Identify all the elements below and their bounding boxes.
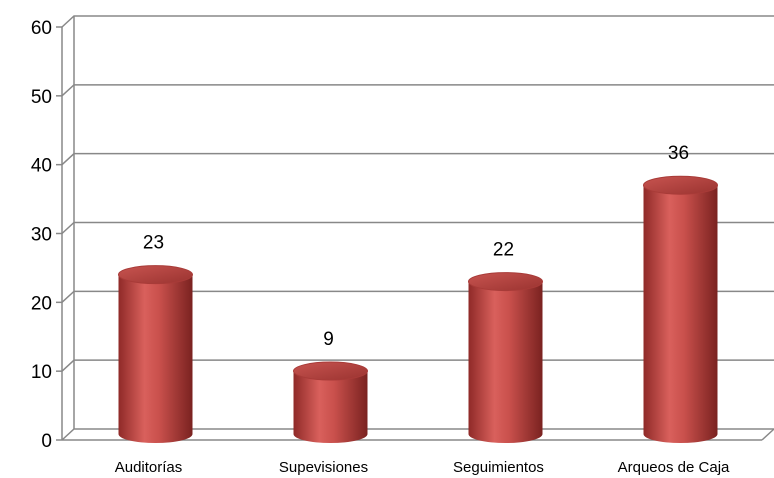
x-tick-label: Supevisiones	[279, 459, 368, 476]
bar-body	[468, 281, 543, 443]
gridline	[61, 84, 774, 97]
data-label: 22	[493, 240, 514, 261]
data-label: 9	[323, 329, 334, 350]
data-label: 23	[143, 233, 164, 254]
y-tick-label: 50	[31, 87, 52, 108]
y-tick-label: 20	[31, 293, 52, 314]
bar-body	[643, 185, 718, 443]
bar-top	[468, 272, 543, 292]
data-labels: 23 9 22 36	[143, 143, 689, 350]
floor-edge	[761, 428, 774, 441]
x-tick-label: Auditorías	[115, 459, 183, 476]
bar	[293, 361, 368, 443]
bar-top	[293, 361, 368, 381]
bar-top	[643, 175, 718, 195]
bar-body	[293, 371, 368, 443]
x-tick-label: Arqueos de Caja	[618, 459, 730, 476]
gridline	[61, 221, 774, 235]
y-tick-label: 10	[31, 362, 52, 383]
bar	[468, 272, 543, 443]
y-tick-label: 60	[31, 18, 52, 39]
gridlines	[56, 15, 774, 441]
gridline	[61, 152, 774, 166]
x-tick-label: Seguimientos	[453, 459, 544, 476]
bar	[643, 175, 718, 443]
data-label: 36	[668, 143, 689, 164]
gridline	[61, 15, 774, 28]
x-axis-tick-labels: Auditorías Supevisiones Seguimientos Arqueo…	[115, 459, 730, 476]
bar-body	[118, 274, 193, 443]
y-tick-label: 40	[31, 156, 52, 177]
bar	[118, 265, 193, 443]
y-tick-label: 0	[41, 431, 52, 452]
bar-top	[118, 265, 193, 285]
bars	[118, 175, 718, 443]
y-axis-tick-labels: 0 10 20 30 40 50 60	[31, 18, 52, 452]
y-tick-label: 30	[31, 225, 52, 246]
